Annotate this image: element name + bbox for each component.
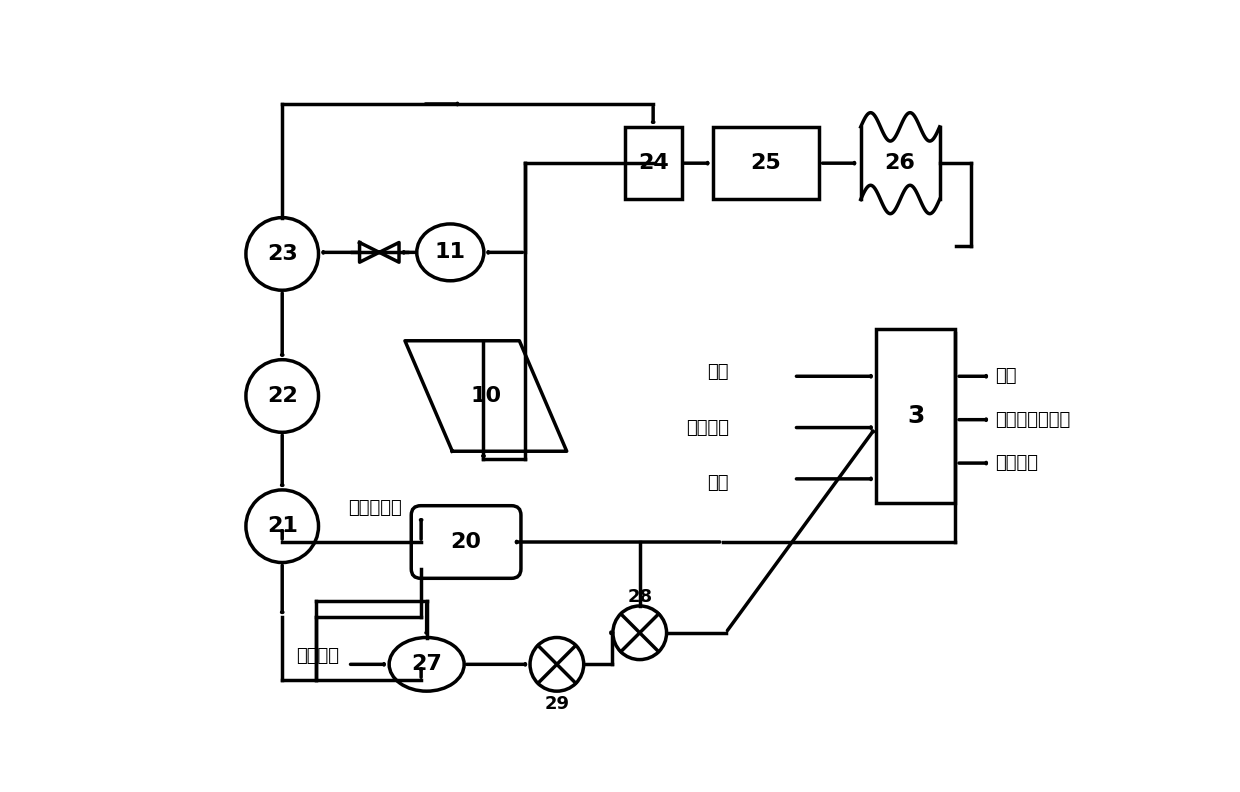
Text: 25: 25	[750, 153, 781, 173]
Text: 22: 22	[267, 386, 298, 406]
Text: 28: 28	[627, 588, 652, 606]
Text: 3: 3	[908, 404, 925, 428]
Text: 26: 26	[884, 153, 915, 173]
Text: 21: 21	[267, 516, 298, 536]
Text: 20: 20	[450, 532, 481, 552]
Text: 24: 24	[637, 153, 668, 173]
Text: 29: 29	[544, 695, 569, 713]
Text: 10: 10	[470, 386, 501, 406]
Text: 含盐废水: 含盐废水	[296, 647, 340, 665]
Text: 硫酸: 硫酸	[994, 367, 1017, 385]
Text: 被处理过的废水: 被处理过的废水	[994, 411, 1070, 428]
Text: 氢氧化钠: 氢氧化钠	[994, 454, 1038, 472]
Text: 27: 27	[412, 654, 443, 674]
Text: 纯水: 纯水	[707, 474, 729, 492]
Text: 23: 23	[267, 244, 298, 264]
Text: 11: 11	[435, 242, 466, 262]
Text: 纯水: 纯水	[707, 364, 729, 381]
Text: 含盐废水: 含盐废水	[686, 418, 729, 436]
Text: 换热后的水: 换热后的水	[347, 499, 402, 517]
